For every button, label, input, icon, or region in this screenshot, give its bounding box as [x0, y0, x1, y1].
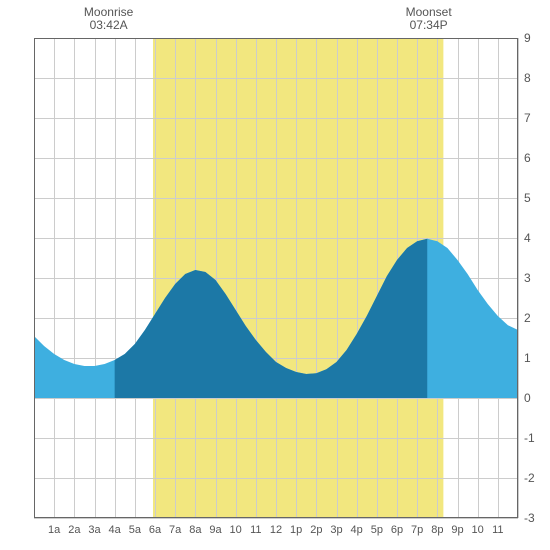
y-tick-label: 3 — [524, 271, 531, 285]
y-tick-label: 0 — [524, 391, 531, 405]
x-tick-label: 1p — [290, 524, 302, 536]
tide-chart: Moonrise 03:42A Moonset 07:34P 1a 2a 3a 4a 5… — [0, 0, 550, 550]
moonset-time: 07:34P — [406, 19, 452, 32]
y-tick-label: 7 — [524, 111, 531, 125]
x-tick-label: 10 — [230, 524, 242, 536]
moonrise-time: 03:42A — [84, 19, 133, 32]
header-labels: Moonrise 03:42A Moonset 07:34P — [0, 6, 550, 36]
x-tick-label: 6p — [391, 524, 403, 536]
y-tick-label: 6 — [524, 151, 531, 165]
y-tick-label: -3 — [524, 511, 535, 525]
y-tick-label: 8 — [524, 71, 531, 85]
x-tick-label: 4a — [109, 524, 121, 536]
x-tick-label: 3a — [88, 524, 100, 536]
x-tick-label: 2p — [310, 524, 322, 536]
y-tick-label: 2 — [524, 311, 531, 325]
y-tick-label: 4 — [524, 231, 531, 245]
x-tick-label: 9a — [209, 524, 221, 536]
x-tick-label: 5p — [371, 524, 383, 536]
x-tick-label: 11 — [492, 524, 503, 536]
x-tick-label: 10 — [472, 524, 484, 536]
x-tick-label: 6a — [149, 524, 161, 536]
x-tick-label: 4p — [351, 524, 363, 536]
x-tick-label: 3p — [330, 524, 342, 536]
x-tick-label: 7p — [411, 524, 423, 536]
x-tick-label: 1a — [48, 524, 60, 536]
plot-area — [0, 0, 550, 550]
x-tick-label: 12 — [270, 524, 282, 536]
x-tick-label: 8a — [189, 524, 201, 536]
moonrise-label: Moonrise 03:42A — [84, 6, 133, 32]
x-tick-label: 5a — [129, 524, 141, 536]
y-tick-label: -1 — [524, 431, 535, 445]
x-tick-label: 2a — [68, 524, 80, 536]
y-tick-label: 9 — [524, 31, 531, 45]
x-tick-label: 7a — [169, 524, 181, 536]
x-tick-label: 8p — [431, 524, 443, 536]
x-tick-label: 9p — [451, 524, 463, 536]
y-tick-label: -2 — [524, 471, 535, 485]
y-tick-label: 1 — [524, 351, 531, 365]
moonset-label: Moonset 07:34P — [406, 6, 452, 32]
y-tick-label: 5 — [524, 191, 531, 205]
x-tick-label: 11 — [250, 524, 261, 536]
